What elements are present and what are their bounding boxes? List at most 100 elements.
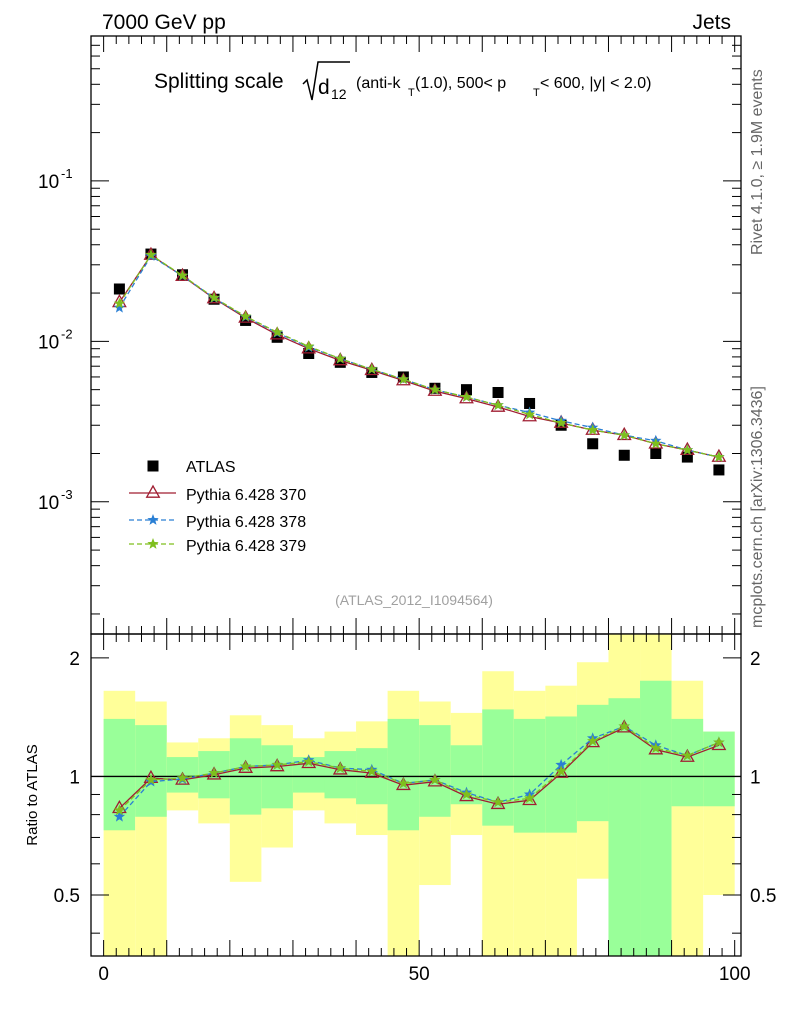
- ratio-point-py379-8: [366, 765, 378, 777]
- main-ytick-label-exp: -3: [61, 487, 73, 502]
- main-panel-axes: 10-110-210-3: [38, 35, 742, 635]
- point-py379-8: [366, 363, 378, 375]
- point-atlas-17: [650, 448, 662, 460]
- point-py379-19: [713, 451, 725, 462]
- point-py379-13: [523, 408, 536, 420]
- ratio-point-py379-1: [145, 773, 157, 785]
- ratio-point-py379-12: [492, 796, 504, 808]
- band-inner-bin-12: [482, 709, 514, 826]
- point-py378-0: [113, 301, 126, 313]
- legend-marker-py370: [145, 484, 161, 498]
- ratio-point-py379-15: [587, 735, 599, 746]
- ratio-ytick-label-right: 0.5: [750, 886, 776, 907]
- main-ytick-label-exp: -2: [61, 326, 73, 341]
- point-py379-7: [334, 352, 346, 364]
- ratio-point-py370-12: [490, 795, 506, 810]
- band-inner-bin-15: [576, 704, 609, 822]
- ratio-point-py379-17: [650, 742, 662, 753]
- mcplots-label: mcplots.cern.ch [arXiv:1306.3436]: [749, 386, 766, 628]
- ratio-ytick-label-left: 0.5: [54, 886, 80, 907]
- point-py379-18: [681, 444, 694, 455]
- header-right-label: Jets: [692, 11, 731, 34]
- point-py379-1: [145, 248, 157, 260]
- header-left-label: 7000 GeV pp: [102, 11, 226, 34]
- series-line-py370: [118, 254, 720, 458]
- main-ytick-label: 10: [38, 172, 59, 193]
- legend-marker-py378: [147, 514, 159, 525]
- main-panel-marks: [111, 246, 727, 476]
- point-atlas-18: [681, 451, 693, 463]
- ratio-panel-axes: 2 2 1 1 0.5 0.5 0 50 100: [54, 633, 776, 985]
- legend: ATLAS Pythia 6.428 370 Pythia 6.428 378 …: [129, 459, 306, 555]
- ratio-point-py379-4: [239, 760, 252, 772]
- series-line-py378: [118, 255, 720, 458]
- point-py379-2: [176, 269, 189, 281]
- point-atlas-7: [334, 356, 346, 368]
- legend-label-py378: Pythia 6.428 378: [186, 514, 306, 531]
- ratio-point-py379-10: [429, 773, 441, 785]
- point-py379-14: [555, 417, 567, 428]
- point-py379-17: [650, 437, 662, 449]
- point-py379-5: [271, 326, 283, 338]
- ratio-point-py379-0: [113, 804, 126, 816]
- ratio-point-py379-11: [460, 788, 473, 800]
- point-atlas-0: [113, 283, 125, 295]
- point-atlas-13: [524, 397, 536, 409]
- band-inner-bin-18: [671, 718, 704, 807]
- point-atlas-4: [240, 314, 252, 326]
- point-py379-15: [587, 424, 599, 435]
- point-atlas-5: [271, 331, 283, 343]
- legend-label-atlas: ATLAS: [186, 459, 236, 476]
- point-py379-10: [429, 383, 441, 395]
- title-d: d: [318, 76, 330, 99]
- title-part1-sub: T: [408, 87, 415, 99]
- title-part3: < 600, |y| < 2.0): [540, 75, 652, 92]
- legend-marker-atlas: [147, 460, 159, 472]
- band-inner-bin-13: [513, 718, 546, 833]
- point-py379-12: [492, 399, 504, 411]
- point-py379-11: [460, 391, 473, 402]
- point-py379-16: [618, 429, 630, 441]
- ratio-point-py370-14: [553, 764, 569, 778]
- point-atlas-19: [713, 464, 725, 476]
- ratio-point-py379-16: [618, 720, 630, 732]
- sqrt-sign: [302, 61, 350, 101]
- series-line-py379: [118, 253, 720, 458]
- ratio-point-py379-19: [713, 736, 725, 748]
- analysis-id-label: (ATLAS_2012_I1094564): [335, 592, 493, 608]
- point-py370-7: [332, 352, 348, 366]
- xtick-label: 50: [409, 964, 430, 985]
- ratio-point-py379-6: [303, 755, 315, 767]
- ratio-panel-marks: [111, 719, 727, 822]
- ratio-point-py379-5: [271, 758, 283, 770]
- ratio-ytick-label-left: 2: [69, 649, 80, 670]
- ratio-bands: [91, 634, 741, 956]
- ratio-ylabel: Ratio to ATLAS: [24, 744, 41, 845]
- ratio-point-py379-7: [334, 762, 346, 773]
- point-atlas-8: [366, 366, 378, 378]
- point-py379-4: [239, 310, 252, 322]
- ratio-point-py379-3: [208, 767, 220, 778]
- title-part2-sub: T: [533, 87, 540, 99]
- point-atlas-12: [492, 386, 504, 398]
- chart-title: Splitting scale d 12 (anti-k T (1.0), 50…: [154, 61, 652, 102]
- ratio-line-py379: [118, 725, 720, 811]
- band-inner-bin-9: [387, 718, 420, 831]
- band-inner-bin-16: [608, 698, 641, 956]
- xtick-label: 0: [98, 964, 109, 985]
- legend-label-py379: Pythia 6.428 379: [186, 538, 306, 555]
- band-inner-bin-10: [419, 725, 451, 817]
- ratio-ytick-label-right: 1: [750, 767, 761, 788]
- point-py379-3: [208, 291, 220, 303]
- rivet-version-label: Rivet 4.1.0, ≥ 1.9M events: [749, 69, 766, 255]
- legend-marker-py379: [147, 538, 159, 549]
- ratio-point-py379-9: [397, 777, 410, 789]
- main-ytick-label: 10: [38, 332, 59, 353]
- ratio-ytick-label-left: 1: [69, 767, 80, 788]
- point-atlas-16: [618, 449, 630, 461]
- xtick-label: 100: [719, 964, 751, 985]
- point-py379-9: [397, 373, 410, 385]
- ratio-point-py370-9: [395, 776, 411, 791]
- main-ytick-label: 10: [38, 493, 59, 514]
